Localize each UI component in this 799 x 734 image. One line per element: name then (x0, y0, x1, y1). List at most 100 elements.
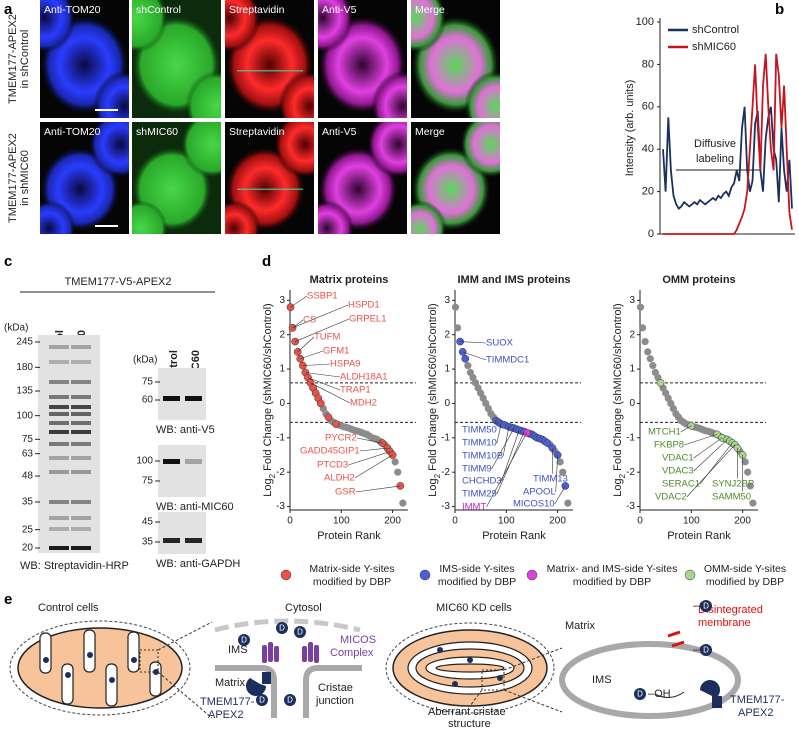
point (638, 324, 647, 332)
annotation: TIMM13 (533, 474, 568, 485)
y-axis-label-part: 2 (618, 473, 627, 478)
band (49, 456, 69, 460)
dbp-marker (634, 688, 646, 700)
annotation: VDAC2 (655, 492, 687, 503)
point (391, 458, 399, 466)
cell (180, 122, 221, 178)
cell (132, 0, 168, 54)
kda-label: (kDa) (133, 355, 157, 366)
annotation: MICOS10 (513, 499, 555, 510)
inner-membrane (559, 641, 741, 719)
band (185, 538, 202, 543)
apex2 (700, 680, 721, 698)
y-tick-label: 20 (642, 186, 654, 198)
annotation: SSBP1 (307, 291, 338, 302)
legend-label: modified by DBP (706, 576, 784, 588)
protein (131, 657, 137, 663)
label: junction (315, 695, 354, 707)
micrograph: shControl (132, 0, 221, 118)
annotation: GSR (335, 487, 356, 498)
point (656, 378, 665, 387)
point (646, 355, 654, 363)
dbp-marker (700, 644, 712, 656)
label: Matrix (215, 677, 245, 689)
leader-line (554, 485, 566, 505)
micrograph: Merge (411, 122, 500, 234)
leader-line (486, 432, 528, 508)
y-tick-label: 1 (279, 364, 285, 375)
image-label: Anti-TOM20 (44, 4, 101, 16)
label: Matrix (565, 620, 595, 632)
band (71, 395, 91, 399)
legend-label: modified by DBP (313, 576, 391, 588)
crista (435, 663, 505, 673)
point (636, 303, 645, 311)
dbp-label: D (259, 696, 265, 705)
legend-label: shControl (692, 24, 739, 36)
label: Complex (330, 647, 374, 659)
y-axis-label-part: Log (262, 478, 274, 496)
band (71, 527, 91, 531)
annotation: IMMT (462, 502, 486, 513)
y-axis-label: Intensity (arb. units) (624, 80, 636, 177)
panel-label: b (775, 1, 784, 18)
leader-line (462, 351, 487, 361)
ladder-label: 48 (22, 471, 34, 482)
y-tick-label: -2 (626, 467, 635, 478)
y-tick-label: -3 (276, 501, 285, 512)
chart-title: IMM and IMS proteins (457, 274, 570, 286)
cell (225, 0, 261, 54)
annotation: labeling (696, 153, 734, 165)
annotation: HSPD1 (348, 300, 380, 311)
point (649, 362, 657, 370)
band (71, 430, 91, 434)
band (49, 380, 69, 384)
cell (366, 122, 407, 178)
micos-subunit (308, 642, 313, 662)
y-tick-label: 0 (629, 398, 635, 409)
point (641, 337, 649, 346)
point (451, 303, 460, 311)
annotation: TIMM50 (462, 425, 497, 436)
micrograph: Anti-TOM20 (40, 0, 129, 118)
micrograph: Anti-V5 (318, 0, 407, 118)
legend-swatch (419, 569, 431, 581)
annotation: TRAP1 (340, 385, 371, 396)
cell (318, 0, 354, 54)
x-axis-label: Protein Rank (317, 530, 381, 542)
label: MIC60 KD cells (436, 602, 512, 614)
legend-label: modified by DBP (438, 576, 516, 588)
cell (93, 70, 129, 118)
band (49, 527, 69, 531)
cell (185, 70, 221, 118)
inner-membrane (215, 665, 362, 718)
line-series (663, 53, 793, 235)
y-axis-label-part: Log (612, 478, 624, 496)
point (453, 324, 462, 332)
blot-label: WB: anti-MIC60 (156, 501, 234, 513)
x-tick-label: 100 (683, 516, 700, 527)
blot (158, 445, 206, 497)
y-axis-label-part: Log (427, 478, 439, 496)
annotation: GRPEL1 (349, 314, 387, 325)
point (559, 468, 567, 476)
leader-line (460, 341, 487, 344)
band (71, 470, 91, 474)
annotation: SAMM50 (712, 492, 751, 503)
outer-membrane (9, 620, 191, 716)
annotation: TIMM9 (462, 464, 492, 475)
band (71, 456, 91, 460)
image-label: shMIC60 (136, 126, 178, 138)
y-tick-label: -1 (441, 432, 450, 443)
label: APEX2 (738, 707, 773, 719)
point (522, 428, 531, 437)
leader-line (356, 437, 383, 444)
protein (65, 672, 71, 678)
label: TMEM177- (200, 696, 255, 708)
micos-subunit (274, 646, 279, 662)
ladder-label: 100 (16, 410, 33, 421)
annotation: CHCHD3 (462, 476, 502, 487)
annotation: TUFM (314, 332, 340, 343)
label: membrane (698, 617, 751, 629)
micrograph: Streptavidin (225, 122, 314, 234)
